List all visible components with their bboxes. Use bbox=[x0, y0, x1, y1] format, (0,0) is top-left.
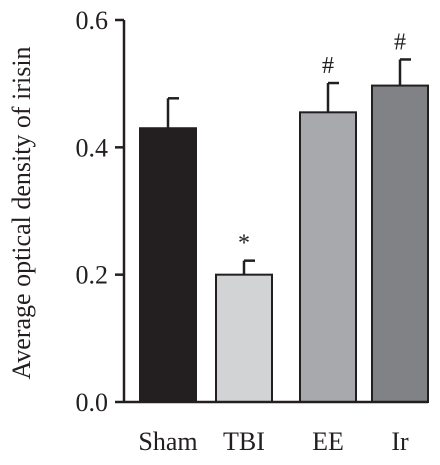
bar-ir bbox=[371, 84, 429, 404]
bar-tbi bbox=[215, 273, 273, 403]
error-bars-layer bbox=[166, 58, 411, 275]
significance-mark: # bbox=[322, 53, 334, 79]
significance-layer: * # # bbox=[238, 29, 406, 256]
y-tick-label: 0.4 bbox=[76, 133, 109, 162]
x-category-label: Ir bbox=[391, 427, 409, 456]
x-category-label: EE bbox=[312, 427, 344, 456]
x-category-label: Sham bbox=[138, 427, 197, 456]
y-tick-label: 0.6 bbox=[76, 6, 109, 35]
y-axis-title: Average optical density of irisin bbox=[7, 46, 36, 379]
significance-mark: # bbox=[394, 29, 406, 55]
y-tick-label: 0.0 bbox=[76, 388, 109, 417]
bars-layer bbox=[139, 84, 429, 404]
y-tick-label: 0.2 bbox=[76, 261, 109, 290]
bar-ee bbox=[299, 111, 357, 403]
significance-mark: * bbox=[238, 231, 250, 257]
x-category-label: TBI bbox=[223, 427, 265, 456]
x-axis-category-labels: Sham TBI EE Ir bbox=[138, 427, 409, 456]
y-axis-ticks: 0.0 0.2 0.4 0.6 bbox=[76, 6, 124, 417]
bar-sham bbox=[139, 127, 197, 403]
plot-area: * # # bbox=[139, 29, 429, 404]
